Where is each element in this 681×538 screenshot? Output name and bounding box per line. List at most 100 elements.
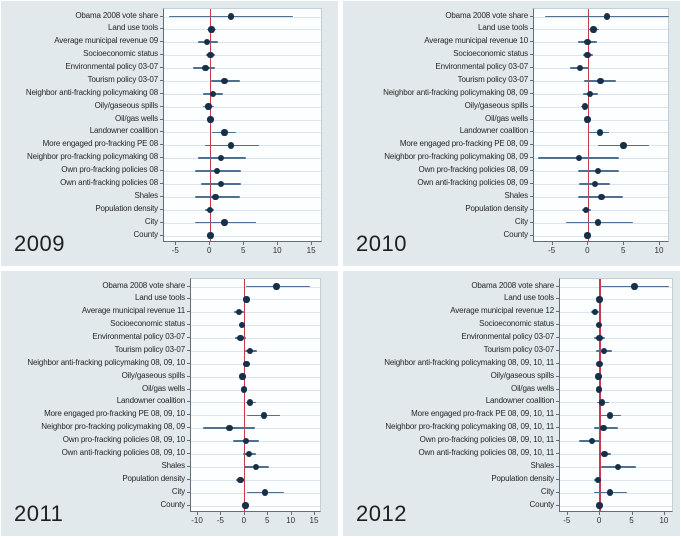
x-axis-tick: [209, 242, 211, 245]
y-axis-tick: [187, 349, 190, 351]
point-estimate-marker: [213, 167, 221, 175]
point-estimate-marker: [207, 206, 214, 213]
point-estimate-marker: [631, 283, 638, 290]
point-estimate-marker: [221, 219, 228, 226]
y-axis-tick: [556, 349, 559, 351]
category-label: Own pro-fracking policies 08: [61, 165, 158, 175]
y-axis-tick: [556, 440, 559, 442]
year-label: 2012: [356, 501, 407, 526]
point-estimate-marker: [208, 26, 215, 33]
category-label: Neighbor pro-fracking policymaking 08, 0…: [385, 422, 554, 432]
gridline: [164, 55, 321, 57]
point-estimate-marker: [243, 296, 250, 303]
x-axis-tick: [243, 512, 245, 515]
y-axis-tick: [556, 414, 559, 416]
point-estimate-marker: [207, 232, 214, 239]
point-estimate-marker: [615, 463, 622, 471]
category-label: Tourism policy 03-07: [457, 74, 529, 84]
gridline: [560, 338, 672, 340]
x-axis-tick-label: 15: [306, 246, 316, 255]
category-label: Neighbor anti-fracking policymaking 08, …: [383, 87, 528, 97]
point-estimate-marker: [239, 373, 246, 380]
x-axis-tick: [220, 512, 222, 515]
point-estimate-marker: [584, 232, 591, 239]
category-label: Environmental policy 03-07: [461, 332, 554, 342]
point-estimate-marker: [601, 450, 608, 458]
y-axis-tick: [160, 41, 163, 43]
y-axis-tick: [530, 195, 533, 197]
point-estimate-marker: [596, 129, 604, 136]
category-label: Neighbor pro-fracking policymaking 08: [27, 152, 158, 162]
category-label: Oily/gaseous spills: [121, 370, 186, 380]
point-estimate-marker: [594, 219, 601, 226]
x-axis-tick: [290, 512, 292, 515]
y-axis-tick: [556, 388, 559, 390]
point-estimate-marker: [246, 399, 254, 406]
x-axis-tick-label: 5: [620, 246, 626, 255]
point-estimate-marker: [596, 360, 603, 367]
point-estimate-marker: [237, 476, 244, 483]
category-label: Own pro-fracking policies 08, 09: [418, 165, 529, 175]
gridline: [534, 222, 668, 224]
point-estimate-marker: [584, 51, 591, 59]
gridline: [534, 106, 668, 108]
gridline: [164, 29, 321, 31]
gridline: [164, 42, 321, 44]
x-axis-tick-label: -5: [216, 516, 224, 525]
plot-area: [190, 278, 321, 512]
y-axis-tick: [556, 478, 559, 480]
category-label: Obama 2008 vote share: [445, 10, 528, 20]
gridline: [164, 171, 321, 173]
category-label: Population density: [122, 473, 185, 483]
y-axis-tick: [556, 337, 559, 339]
gridline: [534, 29, 668, 31]
year-label: 2011: [14, 501, 64, 526]
gridline: [164, 222, 321, 224]
category-label: Landowner coalition: [459, 126, 528, 136]
gridline: [560, 389, 672, 391]
y-axis-tick: [187, 491, 190, 493]
category-label: City: [171, 486, 185, 496]
point-estimate-marker: [207, 116, 214, 123]
y-axis-tick: [187, 324, 190, 326]
point-estimate-marker: [207, 51, 214, 59]
y-axis-tick: [556, 375, 559, 377]
point-estimate-marker: [606, 489, 614, 496]
zero-reference-line: [587, 9, 590, 241]
point-estimate-marker: [246, 347, 254, 355]
gridline: [191, 338, 320, 340]
x-axis-tick: [631, 512, 633, 515]
point-estimate-marker: [584, 116, 591, 123]
gridline: [164, 106, 321, 108]
y-axis-tick: [187, 465, 190, 467]
point-estimate-marker: [205, 103, 212, 110]
y-axis-tick: [530, 54, 533, 56]
point-estimate-marker: [595, 321, 603, 329]
gridline: [191, 312, 320, 314]
category-label: Average municipal revenue 11: [81, 306, 185, 316]
y-axis-tick: [187, 427, 190, 429]
y-axis-tick: [530, 79, 533, 81]
x-axis-tick-label: 0: [585, 246, 590, 255]
x-axis-tick-label: -5: [563, 516, 571, 525]
point-estimate-marker: [242, 502, 249, 509]
point-estimate-marker: [598, 399, 605, 406]
point-estimate-marker: [209, 90, 217, 97]
x-axis-tick: [623, 242, 625, 245]
gridline: [560, 479, 672, 481]
y-axis-tick: [187, 478, 190, 480]
gridline: [560, 441, 672, 443]
category-label: County: [160, 499, 186, 509]
point-estimate-marker: [595, 373, 602, 380]
gridline: [534, 235, 668, 237]
gridline: [191, 325, 320, 327]
y-axis-tick: [187, 440, 190, 442]
y-axis-tick: [187, 298, 190, 300]
category-label: City: [144, 216, 158, 226]
point-estimate-marker: [252, 463, 260, 471]
category-label: Socioeconomic status: [479, 319, 554, 329]
gridline: [164, 235, 321, 237]
zero-reference-line: [244, 279, 246, 511]
category-label: Neighbor pro-fracking policymaking 08, 0…: [41, 422, 185, 432]
y-axis-tick: [530, 144, 533, 146]
